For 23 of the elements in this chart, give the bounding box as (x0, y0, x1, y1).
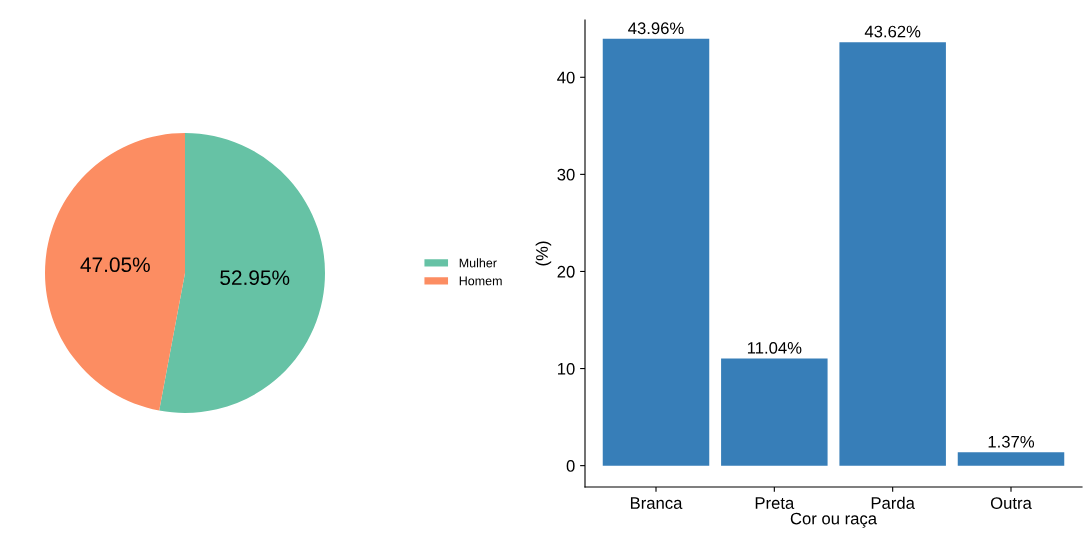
y-axis-title: (%) (535, 241, 552, 266)
x-axis-title: Cor ou raça (790, 512, 878, 528)
x-tick-label: Branca (630, 497, 683, 509)
x-tick-label: Parda (871, 496, 915, 509)
data-label: 11.04% (747, 341, 802, 354)
y-tick-label: 10 (558, 362, 575, 375)
data-label: 43.96% (628, 22, 684, 35)
data-label: 52.95% (220, 270, 290, 286)
data-label: 43.62% (864, 25, 921, 38)
legend-label: Homem (459, 276, 502, 286)
y-tick-label: 40 (557, 71, 575, 84)
bar (721, 358, 828, 466)
data-label: 1.37% (988, 435, 1035, 448)
bar (839, 42, 946, 466)
y-tick-label: 20 (557, 265, 575, 278)
x-tick-label: Outra (990, 497, 1032, 509)
x-tick-label: Preta (755, 497, 795, 509)
bar (602, 38, 710, 466)
legend-label: Mulher (459, 258, 497, 268)
data-label: 47.05% (80, 257, 150, 273)
y-tick-label: 0 (566, 460, 575, 472)
bar (957, 452, 1065, 466)
y-tick-label: 30 (557, 168, 575, 181)
